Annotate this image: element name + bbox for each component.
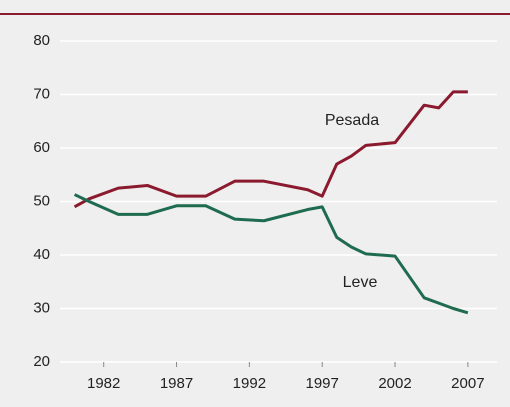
y-tick-label: 50 [33, 192, 50, 209]
x-tick-label: 1987 [160, 375, 193, 392]
line [73, 193, 469, 315]
y-tick-label: 20 [33, 353, 50, 370]
y-tick-label: 40 [33, 246, 50, 263]
x-tick-label: 2002 [378, 375, 411, 392]
series-label: Pesada [325, 112, 379, 129]
y-tick-label: 60 [33, 139, 50, 156]
series-label: Leve [343, 274, 378, 291]
y-tick-label: 70 [33, 85, 50, 102]
y-tick-label: 80 [33, 32, 50, 49]
y-tick-label: 30 [33, 299, 50, 316]
x-tick-label: 1997 [306, 375, 339, 392]
x-tick-label: 2007 [451, 375, 484, 392]
x-tick-label: 1992 [233, 375, 266, 392]
line [73, 90, 468, 209]
x-tick-label: 1982 [87, 375, 120, 392]
